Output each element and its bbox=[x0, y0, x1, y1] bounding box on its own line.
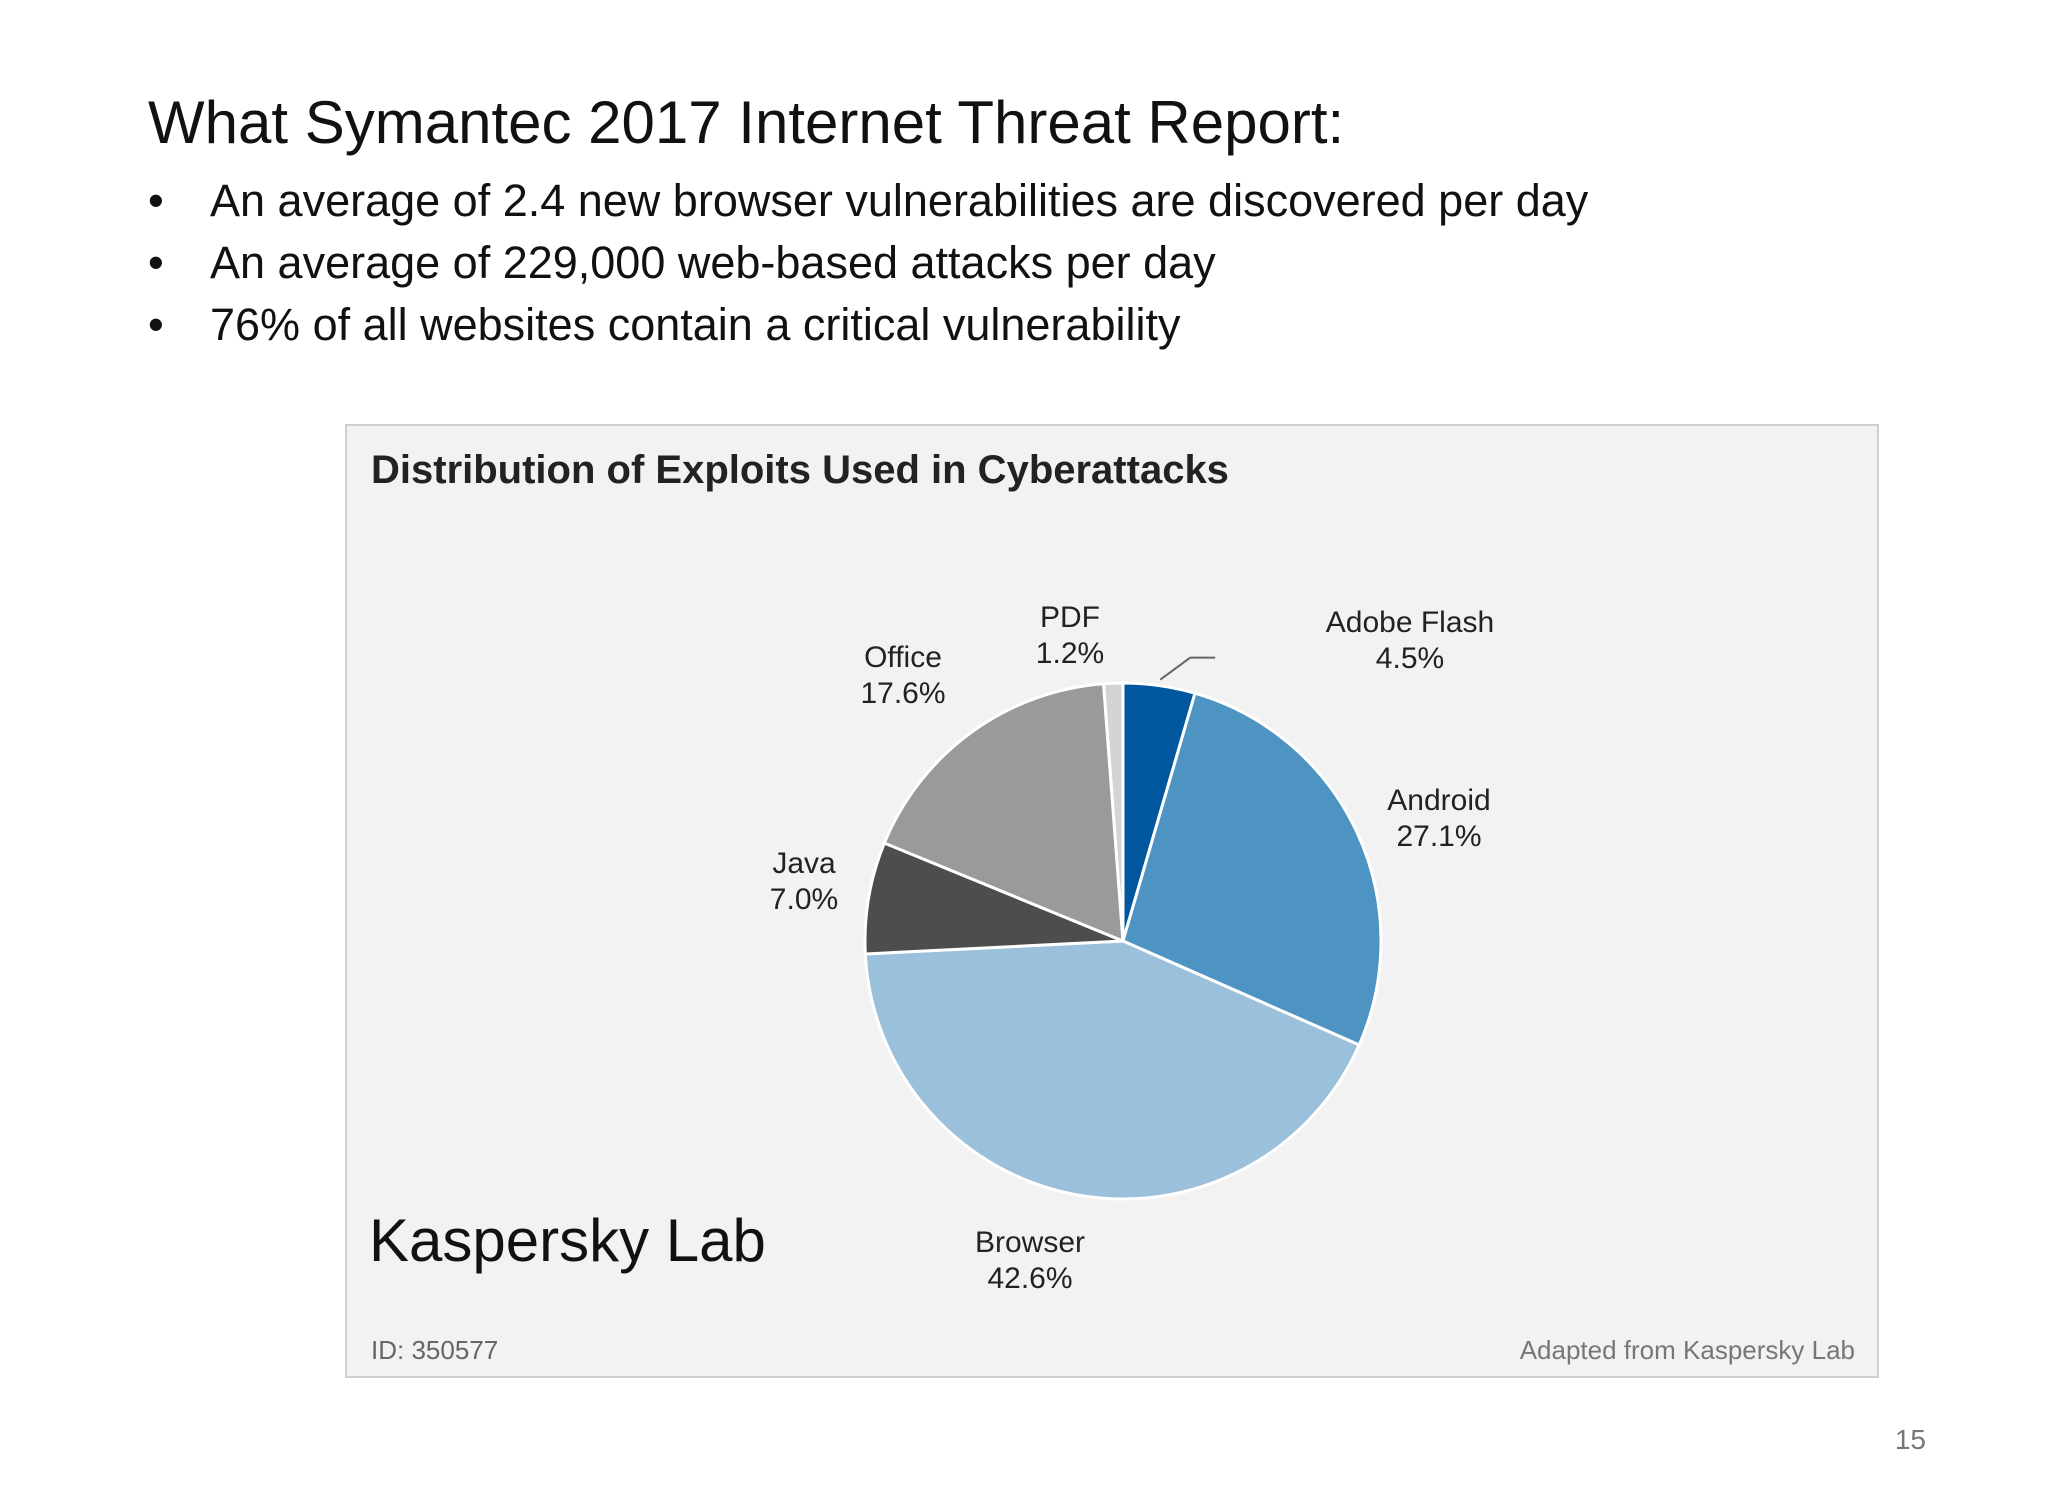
slice-label-value: 4.5% bbox=[1376, 642, 1444, 675]
kaspersky-lab-label: Kaspersky Lab bbox=[369, 1207, 766, 1274]
bullet-item: An average of 229,000 web-based attacks … bbox=[148, 232, 1588, 294]
page-number: 15 bbox=[1894, 1424, 1926, 1455]
bullet-item: An average of 2.4 new browser vulnerabil… bbox=[148, 170, 1588, 232]
slice-label-value: 42.6% bbox=[987, 1262, 1072, 1295]
pie-slice-java bbox=[863, 841, 1124, 956]
pie-slice-pdf bbox=[1101, 681, 1125, 942]
figure-source: Adapted from Kaspersky Lab bbox=[1519, 1335, 1855, 1365]
slide-title: What Symantec 2017 Internet Threat Repor… bbox=[148, 89, 1345, 156]
slice-label-name: Browser bbox=[975, 1226, 1085, 1259]
slice-label-value: 7.0% bbox=[770, 883, 838, 916]
bullet-list: An average of 2.4 new browser vulnerabil… bbox=[148, 170, 1588, 356]
slice-label-value: 17.6% bbox=[860, 677, 945, 710]
slice-label-name: Java bbox=[772, 847, 836, 880]
chart-title: Distribution of Exploits Used in Cyberat… bbox=[371, 448, 1229, 492]
slice-label-name: PDF bbox=[1040, 601, 1100, 634]
bullet-item: 76% of all websites contain a critical v… bbox=[148, 294, 1588, 356]
slice-label-value: 1.2% bbox=[1036, 637, 1104, 670]
pie-slice-android bbox=[1121, 691, 1383, 1047]
chart-figure: Distribution of Exploits Used in Cyberat… bbox=[345, 424, 1879, 1378]
figure-id: ID: 350577 bbox=[371, 1335, 499, 1365]
leader-line bbox=[1159, 656, 1216, 681]
slice-label-name: Android bbox=[1387, 784, 1490, 817]
slice-label-name: Adobe Flash bbox=[1326, 606, 1494, 639]
slice-label-value: 27.1% bbox=[1396, 820, 1481, 853]
slice-label-name: Office bbox=[864, 641, 942, 674]
pie-slice-browser bbox=[863, 939, 1362, 1201]
pie-slice-office bbox=[882, 682, 1125, 944]
